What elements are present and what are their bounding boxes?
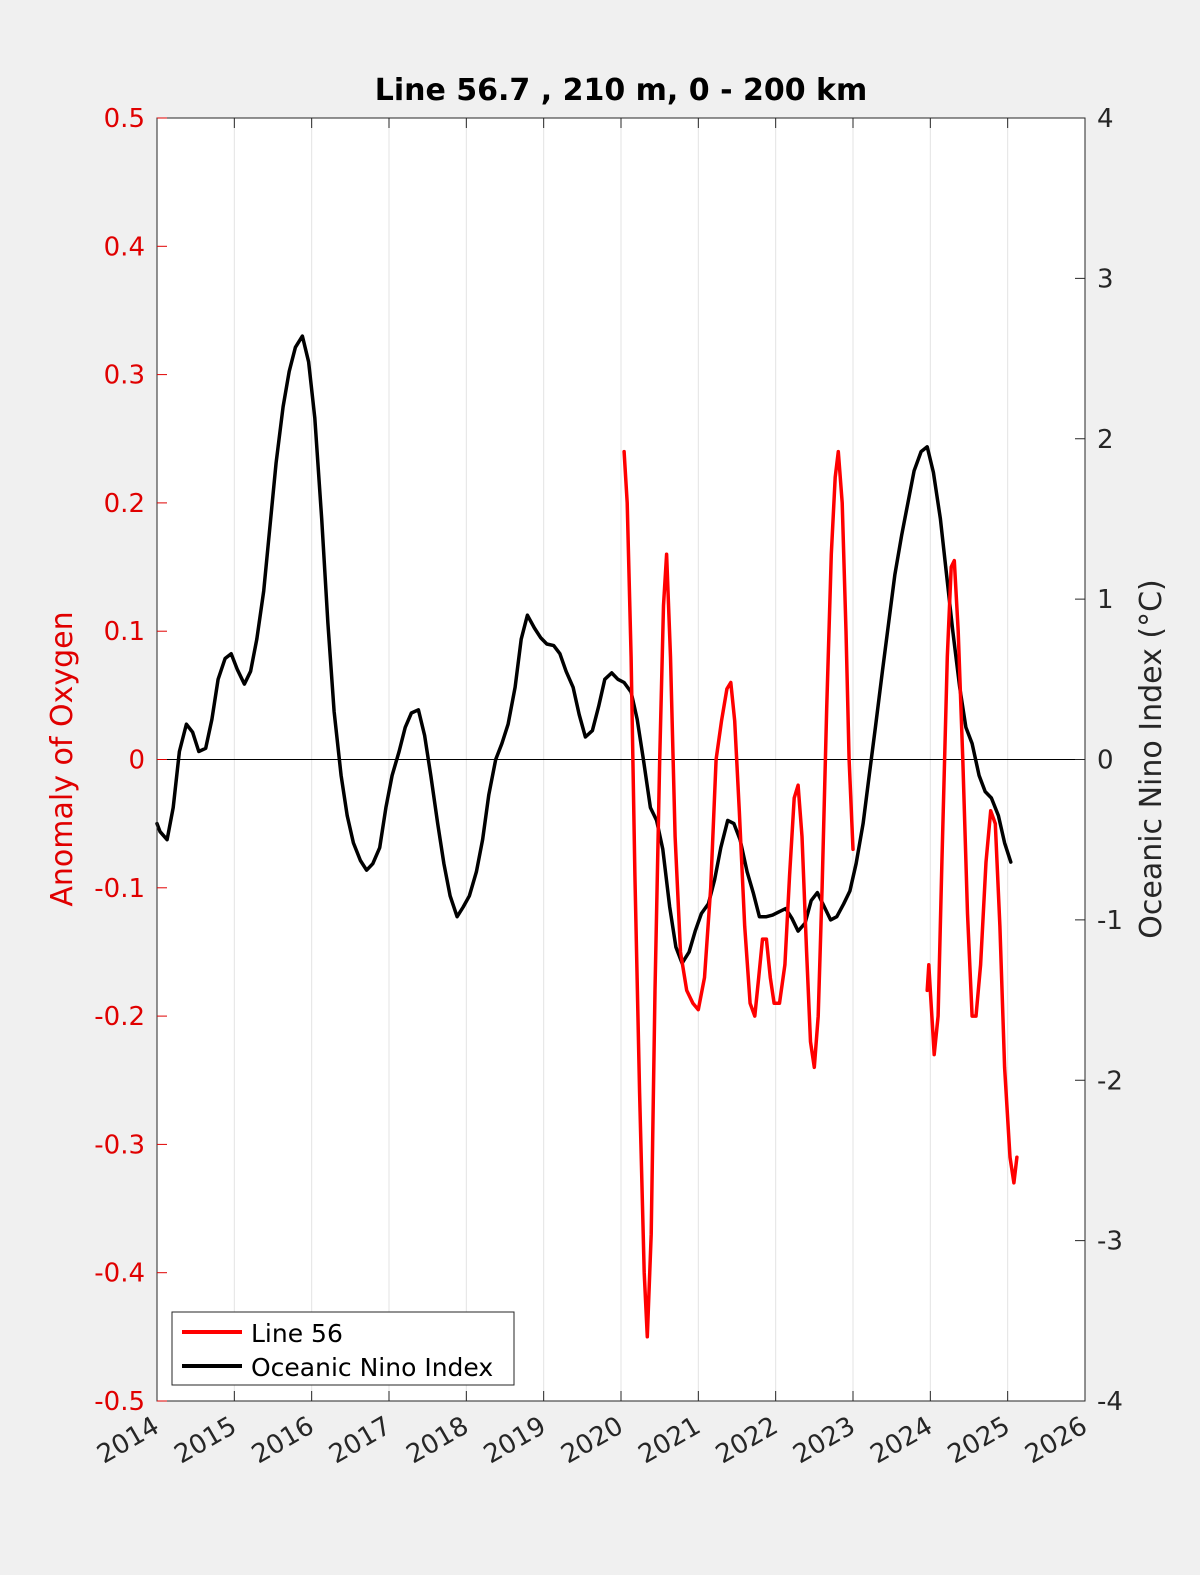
y-right-tick-label: -4 [1097, 1387, 1123, 1417]
y-left-tick-label: 0.4 [104, 232, 145, 262]
y-left-tick-label: 0 [128, 746, 145, 776]
legend-label-oni: Oceanic Nino Index [251, 1353, 493, 1382]
y-left-tick-label: 0.3 [104, 361, 145, 391]
series-layer [155, 334, 1019, 1339]
y-right-tick-label: -1 [1097, 906, 1123, 936]
y-axis-left-label: Anomaly of Oxygen [45, 611, 80, 906]
legend-label-line56: Line 56 [251, 1319, 343, 1348]
y-left-tick-label: 0.2 [104, 489, 145, 519]
chart-title: Line 56.7 , 210 m, 0 - 200 km [375, 73, 868, 108]
y-left-tick-label: 0.1 [104, 617, 145, 647]
y-right-tick-label: 4 [1097, 104, 1114, 134]
y-right-tick-label: -2 [1097, 1066, 1123, 1096]
y-axis-left: -0.5 -0.4 -0.3 -0.2 -0.1 0 0.1 0.2 0.3 0.4 0.5 [94, 104, 167, 1417]
y-left-tick-label: -0.1 [94, 874, 145, 904]
legend-box [171, 1311, 515, 1386]
series-line56-segment-2 [925, 558, 1019, 1185]
y-left-tick-label: -0.4 [94, 1259, 145, 1289]
y-right-tick-label: -3 [1097, 1227, 1123, 1257]
y-axis-right: -4 -3 -2 -1 0 1 2 3 4 [1075, 104, 1123, 1417]
series-line56-segment-1 [622, 449, 855, 1339]
legend: Line 56 Oceanic Nino Index [171, 1311, 515, 1386]
y-right-tick-label: 2 [1097, 425, 1114, 455]
y-right-tick-label: 0 [1097, 746, 1114, 776]
y-axis-right-label: Oceanic Nino Index (°C) [1134, 579, 1169, 939]
series-oceanic-nino-index-line [155, 334, 1013, 965]
y-left-tick-label: 0.5 [104, 104, 145, 134]
y-right-tick-label: 3 [1097, 264, 1114, 294]
y-left-tick-label: -0.5 [94, 1387, 145, 1417]
y-left-tick-label: -0.3 [94, 1130, 145, 1160]
y-right-tick-label: 1 [1097, 585, 1114, 615]
y-left-tick-label: -0.2 [94, 1002, 145, 1032]
